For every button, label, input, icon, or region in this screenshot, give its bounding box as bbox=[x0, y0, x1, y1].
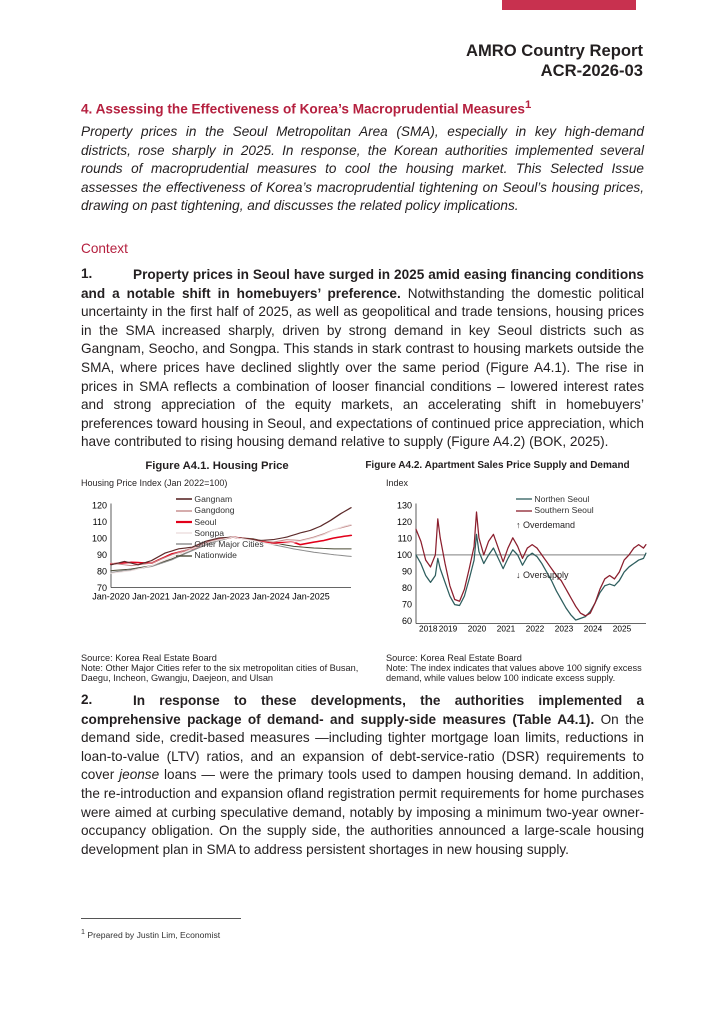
svg-text:Jan-2020: Jan-2020 bbox=[92, 592, 130, 602]
svg-text:2022: 2022 bbox=[526, 624, 545, 634]
svg-text:100: 100 bbox=[92, 534, 107, 544]
svg-text:80: 80 bbox=[402, 583, 412, 593]
svg-text:2018: 2018 bbox=[419, 624, 438, 634]
svg-text:100: 100 bbox=[397, 550, 412, 560]
svg-text:2020: 2020 bbox=[468, 624, 487, 634]
svg-text:2025: 2025 bbox=[613, 624, 632, 634]
svg-text:110: 110 bbox=[398, 534, 412, 544]
svg-text:90: 90 bbox=[97, 550, 107, 560]
svg-text:2021: 2021 bbox=[497, 624, 516, 634]
svg-text:80: 80 bbox=[97, 567, 107, 577]
svg-text:2019: 2019 bbox=[439, 624, 458, 634]
svg-text:Jan-2025: Jan-2025 bbox=[292, 592, 330, 602]
svg-text:Jan-2023: Jan-2023 bbox=[212, 592, 250, 602]
svg-text:120: 120 bbox=[92, 501, 107, 511]
svg-text:130: 130 bbox=[397, 501, 412, 511]
svg-text:Jan-2022: Jan-2022 bbox=[172, 592, 210, 602]
svg-text:Jan-2021: Jan-2021 bbox=[132, 592, 170, 602]
svg-text:90: 90 bbox=[402, 567, 412, 577]
svg-text:60: 60 bbox=[402, 616, 412, 626]
svg-text:2024: 2024 bbox=[584, 624, 603, 634]
svg-text:120: 120 bbox=[397, 517, 412, 527]
svg-text:70: 70 bbox=[402, 600, 412, 610]
svg-text:2023: 2023 bbox=[555, 624, 574, 634]
svg-text:Jan-2024: Jan-2024 bbox=[252, 592, 290, 602]
svg-text:110: 110 bbox=[93, 517, 107, 527]
